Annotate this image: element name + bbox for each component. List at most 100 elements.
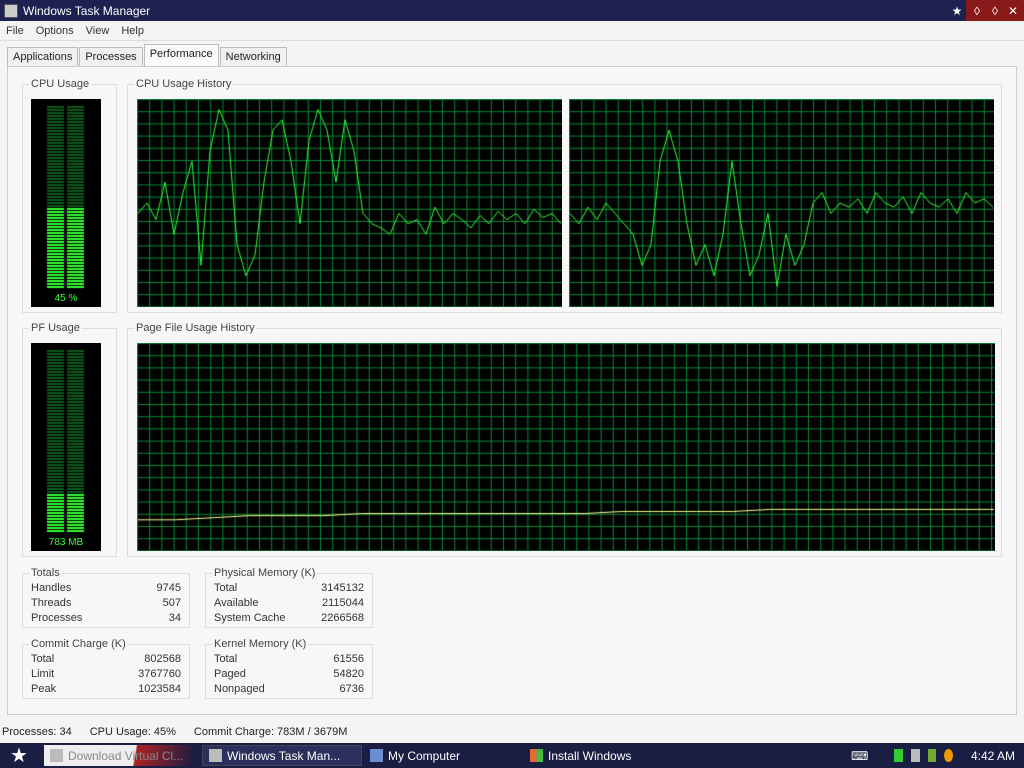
pm-row-system-cache: System Cache 2266568 (206, 612, 372, 627)
cpu-meter-bars (31, 99, 101, 289)
row-value: 802568 (144, 653, 181, 665)
pm-row-available: Available 2115044 (206, 597, 372, 612)
cc-row-limit: Limit 3767760 (23, 668, 189, 683)
status-bar: Processes: 34 CPU Usage: 45% Commit Char… (0, 726, 1024, 742)
system-tray (888, 745, 958, 766)
computer-icon (370, 749, 383, 762)
row-value: 6736 (339, 683, 364, 695)
row-value: 61556 (333, 653, 364, 665)
taskbar-item-label: Windows Task Man... (227, 748, 341, 763)
close-button[interactable]: ✕ (1007, 3, 1019, 18)
cpu-usage-group: CPU Usage 45 % (22, 78, 117, 313)
cpu-usage-meter: 45 % (31, 99, 101, 307)
status-processes: Processes: 34 (2, 726, 72, 738)
performance-panel: CPU Usage 45 % CPU Usage History PF Usag… (7, 66, 1017, 715)
taskbar: ★ Download Virtual Cl... Windows Task Ma… (0, 743, 1024, 768)
physical-memory-label: Physical Memory (K) (212, 567, 318, 579)
row-value: 2266568 (321, 612, 364, 624)
tab-processes[interactable]: Processes (79, 47, 143, 66)
row-key: Available (214, 597, 259, 609)
row-value: 1023584 (138, 683, 181, 695)
pf-usage-label: PF Usage (29, 322, 82, 334)
clock[interactable]: 4:42 AM (971, 748, 1016, 763)
cpu-usage-label: CPU Usage (29, 78, 92, 90)
pf-history-group: Page File Usage History (127, 322, 1002, 557)
taskbar-item-task-manager[interactable]: Windows Task Man... (202, 745, 362, 766)
taskbar-item-label: Download Virtual Cl... (68, 748, 184, 763)
app-icon (50, 749, 63, 762)
row-key: Peak (31, 683, 57, 695)
tab-performance[interactable]: Performance (143, 44, 219, 66)
windows-logo-icon (530, 749, 543, 762)
tab-networking[interactable]: Networking (219, 47, 287, 66)
totals-label: Totals (29, 567, 62, 579)
start-button[interactable]: ★ (10, 745, 28, 767)
pf-usage-value: 783 MB (48, 537, 84, 548)
cc-row-peak: Peak 1023584 (23, 683, 189, 698)
physical-memory-group: Physical Memory (K) Total 3145132 Availab… (205, 567, 373, 628)
row-key: Limit (31, 668, 55, 680)
keyboard-icon[interactable]: ⌨ (851, 748, 869, 763)
pf-usage-group: PF Usage 783 MB (22, 322, 117, 557)
totals-group: Totals Handles 9745 Threads 507 Processes 3… (22, 567, 190, 628)
tab-applications[interactable]: Applications (7, 47, 79, 66)
pf-usage-meter: 783 MB (31, 343, 101, 551)
row-value: 3767760 (138, 668, 181, 680)
row-value: 2115044 (321, 597, 364, 609)
taskbar-item-install-windows[interactable]: Install Windows (524, 745, 684, 766)
row-key: Total (214, 582, 238, 594)
taskbar-item-label: Install Windows (548, 748, 632, 763)
status-commit: Commit Charge: 783M / 3679M (193, 726, 348, 738)
row-key: Paged (214, 668, 246, 680)
row-key: Total (214, 653, 238, 665)
row-key: Nonpaged (214, 683, 265, 695)
taskbar-item-my-computer[interactable]: My Computer (364, 745, 524, 766)
menu-view[interactable]: View (85, 24, 110, 37)
pm-row-total: Total 3145132 (206, 582, 372, 597)
task-manager-icon (4, 3, 18, 18)
pf-history-graph (137, 343, 995, 551)
title-bar: Windows Task Manager ★ ◊ ◊ ✕ (0, 0, 1024, 21)
taskbar-item-label: My Computer (388, 748, 461, 763)
cpu-history-group: CPU Usage History (127, 78, 1002, 313)
row-value: 34 (168, 612, 181, 624)
row-key: Total (31, 653, 55, 665)
row-key: Handles (31, 582, 72, 594)
kernel-memory-label: Kernel Memory (K) (212, 638, 309, 650)
menu-options[interactable]: Options (35, 24, 74, 37)
update-icon[interactable] (927, 749, 937, 762)
row-key: Threads (31, 597, 72, 609)
totals-row-threads: Threads 507 (23, 597, 189, 612)
cpu-history-label: CPU Usage History (134, 78, 234, 90)
task-manager-tray-icon[interactable] (894, 749, 903, 762)
minimize-button[interactable]: ◊ (974, 3, 980, 18)
task-manager-icon (209, 749, 222, 762)
network-icon[interactable] (910, 749, 920, 762)
tab-strip: Applications Processes Performance Netwo… (7, 44, 288, 66)
star-icon[interactable]: ★ (951, 3, 963, 18)
menu-help[interactable]: Help (121, 24, 144, 37)
commit-charge-group: Commit Charge (K) Total 802568 Limit 37677… (22, 638, 190, 699)
cpu-usage-value: 45 % (54, 293, 78, 304)
row-key: System Cache (214, 612, 286, 624)
maximize-button[interactable]: ◊ (992, 3, 998, 18)
status-cpu: CPU Usage: 45% (89, 726, 176, 738)
menu-file[interactable]: File (6, 24, 24, 37)
row-value: 507 (162, 597, 181, 609)
km-row-paged: Paged 54820 (206, 668, 372, 683)
totals-row-handles: Handles 9745 (23, 582, 189, 597)
cc-row-total: Total 802568 (23, 653, 189, 668)
window-title: Windows Task Manager (23, 3, 151, 18)
search-icon[interactable] (944, 749, 953, 762)
kernel-memory-group: Kernel Memory (K) Total 61556 Paged 54820 … (205, 638, 373, 699)
taskbar-item-download[interactable]: Download Virtual Cl... (44, 745, 194, 766)
menu-bar: File Options View Help (0, 21, 1024, 41)
row-value: 3145132 (321, 582, 364, 594)
pf-meter-bars (31, 343, 101, 533)
pf-history-label: Page File Usage History (134, 322, 257, 334)
commit-charge-label: Commit Charge (K) (29, 638, 128, 650)
km-row-total: Total 61556 (206, 653, 372, 668)
totals-row-processes: Processes 34 (23, 612, 189, 627)
row-key: Processes (31, 612, 83, 624)
cpu-history-graph-core-2 (569, 99, 994, 307)
